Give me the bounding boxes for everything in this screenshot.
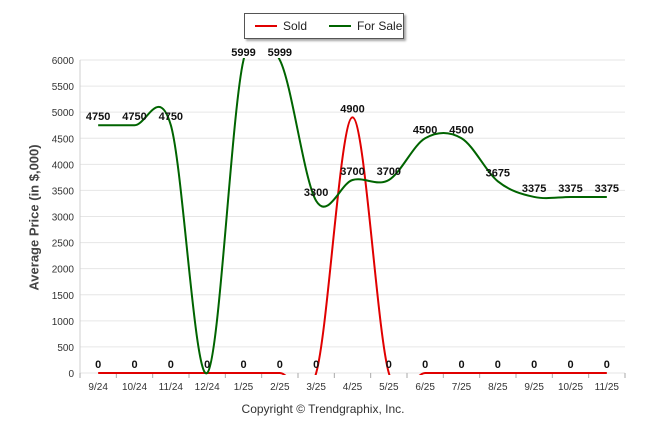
y-tick-label: 3000 (52, 213, 75, 224)
x-tick-label: 1/25 (234, 382, 254, 393)
x-tick-label: 4/25 (343, 382, 363, 393)
data-label-for-sale: 4750 (122, 111, 146, 123)
data-label-sold: 4900 (340, 103, 364, 115)
y-tick-label: 5500 (52, 82, 75, 93)
data-label-sold: 0 (95, 359, 101, 371)
data-label-for-sale: 4750 (86, 111, 110, 123)
series-line-sold (98, 116, 607, 375)
series-line-for-sale (98, 58, 607, 375)
data-label-for-sale: 3300 (304, 187, 328, 199)
data-label-for-sale: 5999 (231, 47, 255, 59)
x-tick-label: 2/25 (270, 382, 290, 393)
legend-label-sold: Sold (283, 19, 308, 33)
x-tick-label: 11/24 (159, 382, 184, 393)
data-label-sold: 0 (168, 359, 174, 371)
legend-item-sold[interactable]: Sold (255, 19, 307, 33)
data-label-sold: 0 (458, 359, 464, 371)
legend-swatch-sold (255, 25, 277, 27)
y-tick-label: 500 (57, 343, 74, 354)
data-labels: 0 0 0 0 0 0 0 4900 0 0 0 0 0 0 0 4750 4750 4750 5999 5999 33… (86, 47, 619, 371)
y-tick-label: 2500 (52, 239, 75, 250)
data-label-sold: 0 (531, 359, 537, 371)
y-tick-label: 1000 (52, 317, 75, 328)
x-tick-label: 5/25 (379, 382, 399, 393)
data-label-sold: 0 (313, 359, 319, 371)
data-label-for-sale: 4500 (413, 124, 437, 136)
x-tick-label: 12/24 (195, 382, 220, 393)
data-label-for-sale: 4500 (449, 124, 473, 136)
x-tick-label: 11/25 (595, 382, 620, 393)
data-label-for-sale: 5999 (268, 47, 292, 59)
x-tick-label: 10/25 (558, 382, 583, 393)
data-label-sold: 0 (131, 359, 137, 371)
x-tick-label: 9/24 (88, 382, 108, 393)
y-tick-label: 4500 (52, 134, 75, 145)
data-label-for-sale: 3375 (595, 183, 619, 195)
data-label-sold: 0 (204, 359, 210, 371)
x-tick-labels: 9/24 10/24 11/24 12/24 1/25 2/25 3/25 4/25 5/25 6… (88, 382, 619, 393)
data-label-for-sale: 3700 (340, 166, 364, 178)
data-label-for-sale: 3700 (377, 166, 401, 178)
legend-label-for-sale: For Sale (357, 19, 403, 33)
y-tick-label: 2000 (52, 265, 75, 276)
x-tick-label: 10/24 (122, 382, 147, 393)
y-tick-label: 4000 (52, 160, 75, 171)
data-label-for-sale: 3675 (486, 167, 510, 179)
data-label-for-sale: 3375 (522, 183, 546, 195)
data-label-sold: 0 (422, 359, 428, 371)
data-label-sold: 0 (277, 359, 283, 371)
y-tick-label: 6000 (52, 56, 75, 67)
copyright-credit: Copyright © Trendgraphix, Inc. (241, 402, 405, 416)
y-axis-label: Average Price (in $,000) (26, 144, 42, 291)
data-label-for-sale: 4750 (159, 111, 183, 123)
legend: Sold For Sale (244, 13, 404, 39)
data-label-sold: 0 (604, 359, 610, 371)
x-tick-label: 9/25 (524, 382, 544, 393)
data-label-for-sale: 3375 (558, 183, 582, 195)
y-tick-label: 1500 (52, 291, 75, 302)
y-tick-label: 5000 (52, 108, 75, 119)
data-label-sold: 0 (495, 359, 501, 371)
series-lines (98, 58, 607, 375)
y-tick-label: 0 (68, 369, 74, 380)
grid-lines (79, 59, 626, 378)
data-label-sold: 0 (567, 359, 573, 371)
data-label-sold: 0 (386, 359, 392, 371)
x-tick-label: 6/25 (415, 382, 435, 393)
y-tick-labels: 0 500 1000 1500 2000 2500 3000 3500 4000 4500 5000… (52, 56, 75, 380)
legend-item-for-sale[interactable]: For Sale (329, 19, 402, 33)
data-label-sold: 0 (240, 359, 246, 371)
x-tick-label: 3/25 (306, 382, 326, 393)
legend-swatch-for-sale (329, 25, 352, 27)
y-tick-label: 3500 (52, 186, 75, 197)
x-tick-label: 8/25 (488, 382, 508, 393)
x-tick-label: 7/25 (452, 382, 472, 393)
